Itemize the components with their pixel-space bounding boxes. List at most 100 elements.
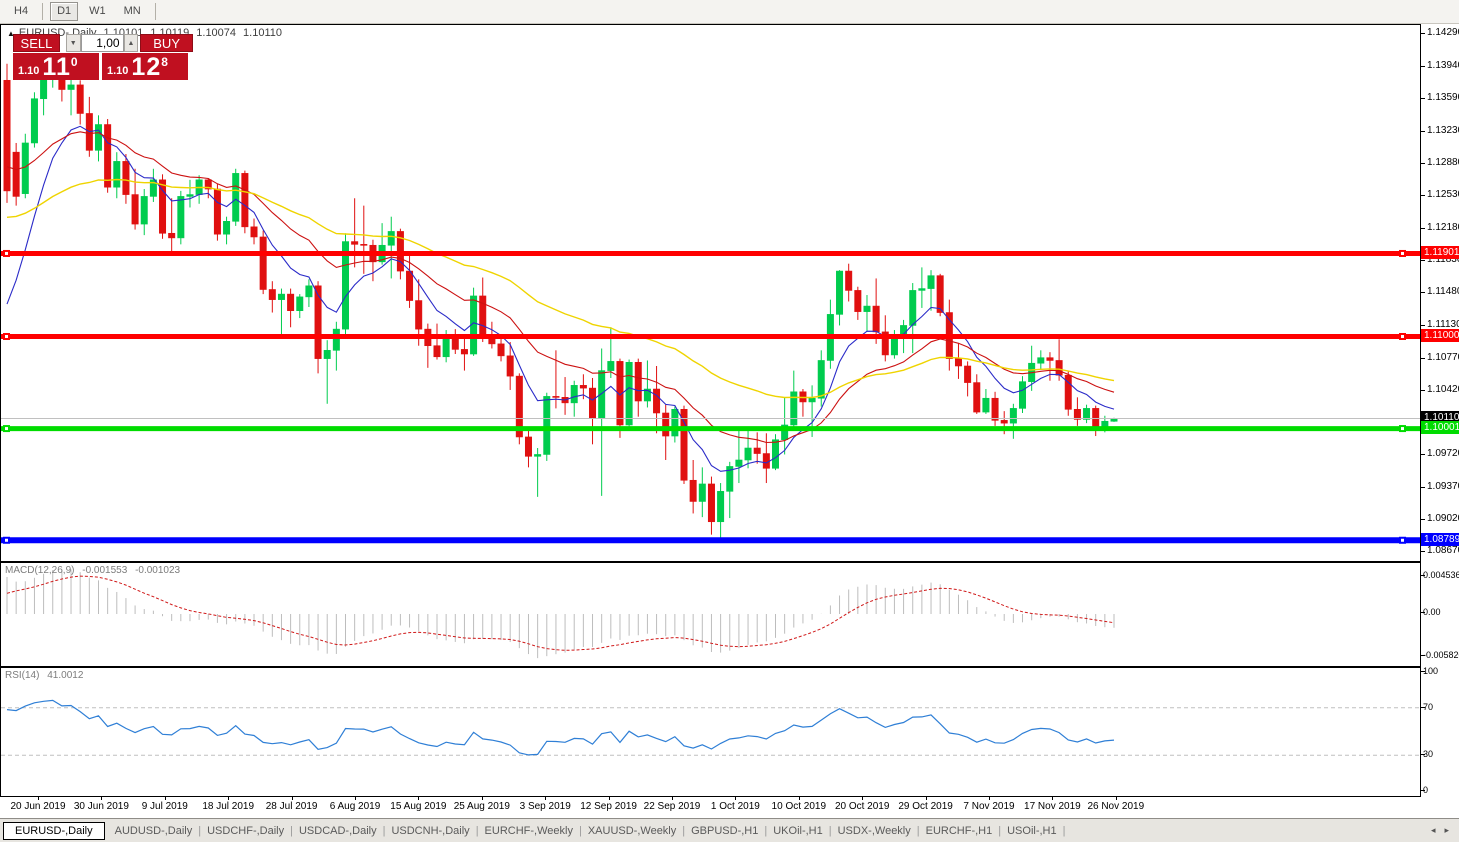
timeframe-button-mn[interactable]: MN (123, 5, 141, 17)
price-tick-mark (1421, 195, 1425, 197)
date-label: 18 Jul 2019 (202, 801, 255, 812)
tab-separator: | (290, 824, 293, 837)
close-value: 1.10110 (243, 27, 282, 39)
candlestick-chart (1, 55, 1420, 544)
main-price-panel[interactable]: ▲ EURUSD-,Daily 1.10101 1.10119 1.10074 … (0, 24, 1421, 562)
timeframe-button-w1[interactable]: W1 (89, 5, 106, 17)
chart-tab-eurchf-h1[interactable]: EURCHF-,H1 (925, 824, 993, 837)
price-tick-label: 1.09720 (1427, 448, 1459, 460)
sell-price-display[interactable]: 1.10 11 0 (13, 53, 99, 80)
rsi-panel[interactable]: RSI(14) 41.0012 (0, 667, 1421, 797)
scroll-right-icon[interactable]: ▸ (1444, 825, 1449, 835)
macd-axis-label: 0.00 (1423, 607, 1441, 617)
chart-tab-ukoil-h1[interactable]: UKOil-,H1 (773, 824, 823, 837)
date-label: 25 Aug 2019 (453, 801, 510, 812)
price-tick-label: 1.10770 (1427, 351, 1459, 363)
price-tick-mark (1421, 130, 1425, 132)
price-tick-mark (1421, 486, 1425, 488)
tab-separator: | (382, 824, 386, 837)
price-tick-label: 1.11480 (1427, 286, 1459, 298)
scroll-left-icon[interactable]: ◂ (1430, 825, 1436, 835)
date-tick-mark (291, 797, 293, 800)
rsi-tick-mark (1421, 790, 1425, 791)
buy-price-display[interactable]: 1.10 12 8 (102, 53, 188, 80)
date-tick-mark (355, 797, 356, 800)
chart-tab-audusd-daily[interactable]: AUDUSD-,Daily (114, 824, 193, 837)
buy-price-pip: 8 (161, 55, 168, 69)
sell-button[interactable]: SELL (13, 34, 60, 52)
macd-label: MACD(12,26,9) -0.001553 -0.001023 (5, 565, 180, 576)
date-tick-mark (228, 797, 230, 800)
chart-tab-eurusd-daily[interactable]: EURUSD-,Daily (3, 821, 105, 840)
date-tick-mark (862, 797, 864, 800)
price-tick-mark (1421, 518, 1425, 520)
timeframe-button-h4[interactable]: H4 (14, 5, 29, 17)
toolbar-separator (42, 3, 44, 20)
rsi-axis-label: 100 (1423, 667, 1439, 676)
rsi-name: RSI(14) (5, 670, 40, 681)
triangle-up-icon: ▲ (127, 39, 135, 47)
price-line-label: 1.10001 (1421, 421, 1459, 435)
buy-button[interactable]: BUY (140, 34, 193, 52)
macd-panel[interactable]: MACD(12,26,9) -0.001553 -0.001023 (0, 562, 1421, 667)
macd-axis: 0.004536 0.00 -0.005820 (1421, 562, 1459, 667)
macd-signal-line (6, 575, 1115, 651)
volume-input[interactable] (80, 34, 124, 52)
date-tick-mark (1052, 797, 1054, 800)
chart-tab-usdcad-daily[interactable]: USDCAD-,Daily (298, 824, 377, 837)
rsi-tick-mark (1421, 754, 1425, 756)
macd-name: MACD(12,26,9) (5, 565, 75, 576)
date-label: 1 Oct 2019 (710, 801, 760, 812)
candles-layer (3, 55, 1118, 541)
price-line-label: 1.11901 (1421, 245, 1459, 259)
price-axis[interactable]: 1.14290 1.13940 1.13590 1.13230 1.12880 1.125… (1421, 24, 1459, 562)
tab-separator: | (578, 824, 582, 837)
tab-scroll-arrows: ◂ ▸ (1431, 825, 1449, 836)
date-label: 28 Jul 2019 (265, 801, 318, 812)
tab-separator: | (998, 824, 1002, 837)
price-tick-label: 1.08670 (1427, 545, 1459, 557)
chart-tab-gbpusd-h1[interactable]: GBPUSD-,H1 (691, 824, 759, 837)
date-label: 29 Oct 2019 (898, 801, 953, 812)
date-label: 12 Sep 2019 (580, 801, 637, 812)
rsi-axis-label: 30 (1423, 749, 1434, 760)
divider (0, 816, 1459, 818)
price-tick-mark (1421, 227, 1425, 229)
date-label: 20 Oct 2019 (834, 801, 890, 812)
price-line-label: 1.08789 (1421, 532, 1459, 546)
chart-tab-eurchf-weekly[interactable]: EURCHF-,Weekly (484, 824, 573, 837)
price-tick-label: 1.09020 (1427, 512, 1459, 524)
macd-chart (6, 569, 1115, 659)
rsi-label: RSI(14) 41.0012 (5, 670, 83, 681)
tab-separator: | (916, 824, 920, 837)
price-tick-label: 1.13590 (1427, 91, 1459, 103)
low-value: 1.10074 (196, 27, 237, 39)
date-tick-mark (545, 797, 547, 800)
macd-axis-label: 0.004536 (1423, 570, 1459, 580)
chart-window: ▲ EURUSD-,Daily 1.10101 1.10119 1.10074 … (0, 24, 1459, 816)
tab-separator: | (198, 824, 202, 837)
date-tick-mark (481, 797, 483, 800)
macd-tick-mark (1421, 612, 1425, 613)
price-tick-label: 1.14290 (1427, 27, 1459, 39)
price-tick-label: 1.11130 (1427, 318, 1459, 330)
date-tick-mark (989, 797, 990, 800)
moving-averages-layer (6, 125, 1115, 472)
chart-tab-usdcnh-daily[interactable]: USDCNH-,Daily (391, 824, 470, 837)
timeframe-button-d1[interactable]: D1 (50, 2, 79, 21)
chart-tab-xauusd-weekly[interactable]: XAUUSD-,Weekly (587, 824, 677, 837)
chart-tab-usdx-weekly[interactable]: USDX-,Weekly (837, 824, 911, 837)
rsi-axis-label: 70 (1423, 701, 1434, 712)
macd-tick-mark (1421, 575, 1425, 576)
chart-tab-usoil-h1[interactable]: USOil-,H1 (1007, 824, 1057, 837)
rsi-tick-mark (1421, 706, 1425, 708)
chart-tab-bar: EURUSD-,Daily AUDUSD-,Daily | USDCHF-,Daily… (0, 818, 1459, 842)
date-tick-mark (38, 797, 39, 800)
volume-decrease-button[interactable]: ▼ (65, 34, 81, 52)
date-axis[interactable]: 20 Jun 2019 30 Jun 2019 9 Jul 2019 18 Jul 2… (0, 797, 1421, 816)
volume-increase-button[interactable]: ▲ (123, 34, 139, 52)
price-tick-mark (1421, 357, 1425, 359)
chart-tab-usdchf-daily[interactable]: USDCHF-,Daily (207, 824, 285, 837)
horizontal-lines-layer (1, 249, 1420, 544)
date-label: 7 Nov 2019 (963, 801, 1015, 812)
